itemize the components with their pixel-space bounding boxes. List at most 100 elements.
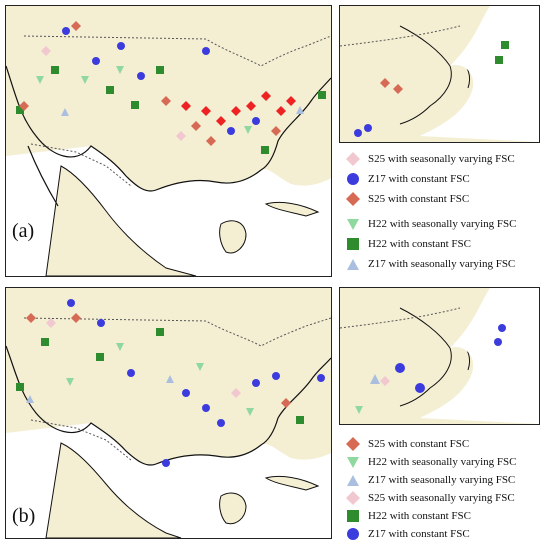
marker-circle	[62, 27, 70, 35]
marker-triangle-up	[166, 375, 174, 383]
marker-diamond	[71, 313, 81, 323]
panel-label-a: (a)	[12, 220, 35, 242]
marker-circle	[67, 299, 75, 307]
marker-square	[106, 86, 114, 94]
china-border	[340, 307, 461, 329]
marker-triangle-down	[244, 126, 252, 134]
marker-square	[51, 66, 59, 74]
marker-square	[41, 338, 49, 346]
marker-triangle-down	[116, 66, 124, 74]
marker-diamond	[380, 376, 390, 386]
map-usa-b	[5, 287, 332, 539]
map-east-asia-a-svg	[340, 6, 539, 142]
legend-item: S25 with constant FSC	[344, 435, 469, 453]
legend-item: Z17 with constant FSC	[344, 525, 470, 543]
marker-square	[318, 91, 326, 99]
triangle-up-icon	[347, 259, 359, 270]
mexico-border-b	[30, 419, 132, 461]
legend-label: S25 with constant FSC	[368, 193, 470, 205]
legend-item: Z17 with constant FSC	[344, 170, 470, 188]
canada-border-b	[23, 317, 331, 347]
legend-label: S25 with seasonally varying FSC	[368, 153, 515, 165]
marker-triangle-down	[196, 363, 204, 371]
legend-item: S25 with seasonally varying FSC	[344, 150, 515, 168]
marker-diamond	[216, 116, 226, 126]
marker-circle	[217, 419, 225, 427]
legend-item: S25 with constant FSC	[344, 190, 469, 208]
marker-diamond	[71, 21, 81, 31]
marker-circle	[127, 369, 135, 377]
marker-circle	[227, 127, 235, 135]
marker-circle	[395, 363, 405, 373]
marker-diamond	[271, 126, 281, 136]
coastline-b	[6, 345, 331, 466]
legend-label: Z17 with seasonally varying FSC	[368, 258, 516, 270]
marker-triangle-down	[66, 378, 74, 386]
marker-diamond	[231, 106, 241, 116]
marker-diamond	[393, 84, 403, 94]
legend-item: H22 with seasonally varying FSC	[344, 453, 517, 471]
marker-triangle-up	[370, 374, 380, 384]
sea-area	[420, 6, 539, 142]
marker-circle	[97, 319, 105, 327]
marker-square	[131, 101, 139, 109]
marker-square	[156, 328, 164, 336]
map-east-asia-a	[339, 5, 540, 143]
china-coast	[399, 307, 452, 407]
legend-item: H22 with seasonally varying FSC	[344, 215, 517, 233]
diamond-icon	[346, 192, 360, 206]
china-coast	[399, 25, 452, 125]
marker-diamond	[261, 91, 271, 101]
marker-triangle-up	[26, 395, 34, 403]
yucatan	[219, 220, 247, 254]
marker-square	[16, 106, 24, 114]
marker-circle	[317, 374, 325, 382]
legend-label: S25 with seasonally varying FSC	[368, 492, 515, 504]
legend-item: H22 with constant FSC	[344, 235, 471, 253]
diamond-icon	[346, 437, 360, 451]
marker-circle	[272, 372, 280, 380]
legend-label: Z17 with constant FSC	[368, 173, 470, 185]
marker-diamond	[201, 106, 211, 116]
coastline-a	[6, 65, 331, 192]
marker-circle	[252, 117, 260, 125]
marker-triangle-up	[61, 108, 69, 116]
marker-triangle-down	[355, 406, 363, 414]
marker-diamond	[276, 106, 286, 116]
legend-label: Z17 with seasonally varying FSC	[368, 474, 516, 486]
legend-item: S25 with seasonally varying FSC	[344, 489, 515, 507]
markers-b	[16, 299, 325, 467]
marker-triangle-down	[246, 408, 254, 416]
marker-diamond	[380, 78, 390, 88]
legend-item: H22 with constant FSC	[344, 507, 471, 525]
marker-square	[261, 146, 269, 154]
marker-diamond	[231, 388, 241, 398]
marker-triangle-down	[36, 76, 44, 84]
marker-triangle-up	[296, 106, 304, 114]
panel-label-b: (b)	[12, 505, 36, 527]
marker-diamond	[181, 101, 191, 111]
marker-triangle-down	[116, 343, 124, 351]
cuba	[264, 201, 320, 217]
legend-item: Z17 with seasonally varying FSC	[344, 255, 515, 273]
marker-diamond	[206, 136, 216, 146]
marker-diamond	[246, 101, 256, 111]
canada-border-a	[23, 35, 331, 67]
cuba	[264, 475, 320, 491]
marker-triangle-down	[81, 76, 89, 84]
square-icon	[347, 510, 359, 522]
marker-circle	[415, 383, 425, 393]
legend-label: Z17 with constant FSC	[368, 528, 470, 540]
baja	[27, 145, 59, 207]
marker-square	[296, 416, 304, 424]
legend-item: Z17 with seasonally varying FSC	[344, 471, 515, 489]
marker-diamond	[26, 313, 36, 323]
legend-label: H22 with seasonally varying FSC	[368, 218, 517, 230]
marker-circle	[202, 404, 210, 412]
marker-square	[495, 56, 503, 64]
marker-diamond	[176, 131, 186, 141]
marker-circle	[494, 338, 502, 346]
map-usa-a-svg	[6, 21, 331, 276]
marker-diamond	[191, 121, 201, 131]
marker-circle	[202, 47, 210, 55]
